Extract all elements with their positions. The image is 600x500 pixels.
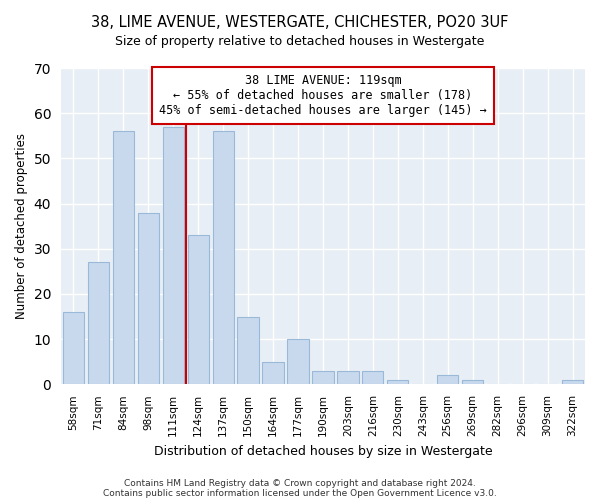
Text: Contains HM Land Registry data © Crown copyright and database right 2024.: Contains HM Land Registry data © Crown c…: [124, 478, 476, 488]
Bar: [287, 339, 308, 384]
Bar: [163, 126, 184, 384]
Text: Contains public sector information licensed under the Open Government Licence v3: Contains public sector information licen…: [103, 488, 497, 498]
Bar: [113, 132, 134, 384]
Bar: [313, 371, 334, 384]
Bar: [212, 132, 234, 384]
Bar: [262, 362, 284, 384]
Bar: [137, 212, 159, 384]
Text: Size of property relative to detached houses in Westergate: Size of property relative to detached ho…: [115, 35, 485, 48]
Bar: [437, 376, 458, 384]
Bar: [337, 371, 359, 384]
Bar: [63, 312, 84, 384]
Bar: [387, 380, 409, 384]
Bar: [562, 380, 583, 384]
Bar: [188, 235, 209, 384]
Y-axis label: Number of detached properties: Number of detached properties: [15, 133, 28, 319]
Bar: [88, 262, 109, 384]
Bar: [462, 380, 484, 384]
Bar: [362, 371, 383, 384]
Text: 38, LIME AVENUE, WESTERGATE, CHICHESTER, PO20 3UF: 38, LIME AVENUE, WESTERGATE, CHICHESTER,…: [91, 15, 509, 30]
Text: 38 LIME AVENUE: 119sqm
← 55% of detached houses are smaller (178)
45% of semi-de: 38 LIME AVENUE: 119sqm ← 55% of detached…: [159, 74, 487, 118]
X-axis label: Distribution of detached houses by size in Westergate: Distribution of detached houses by size …: [154, 444, 492, 458]
Bar: [238, 316, 259, 384]
